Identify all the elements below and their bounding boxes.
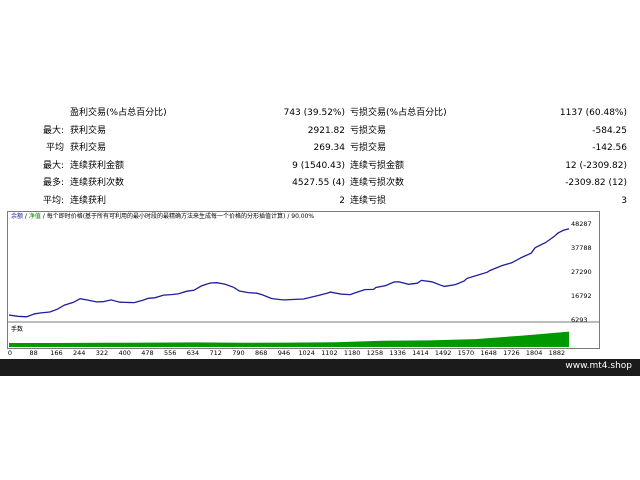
y-tick-label: 16792 — [571, 291, 592, 300]
stat-value: -142.56 — [592, 143, 627, 153]
x-tick-label: 478 — [141, 349, 154, 357]
stat-label: 连续获利次数 — [70, 178, 125, 188]
x-tick-label: 1414 — [412, 349, 429, 357]
x-axis: 0 88 166 244 322 400 478 556 634 712 790 868 946 1024… — [7, 347, 598, 359]
y-tick-label: 37788 — [571, 244, 592, 252]
stat-label: 连续亏损金额 — [350, 160, 405, 171]
x-tick-label: 790 — [232, 349, 245, 357]
x-tick-label: 244 — [72, 349, 86, 357]
chart-plot-area — [8, 228, 599, 347]
x-tick-label: 1492 — [434, 349, 452, 357]
x-tick-label: 0 — [7, 349, 13, 357]
watermark-bar: www.mt4.shop — [0, 359, 640, 376]
stat-value: 3 — [621, 195, 627, 206]
stat-label: 连续获利 — [70, 195, 107, 206]
x-tick-label: 946 — [277, 349, 291, 357]
balance-line — [8, 228, 570, 318]
stat-label: 连续亏损 — [350, 195, 387, 206]
stat-label: 盈利交易(%占总百分比) — [70, 108, 167, 118]
stat-label-prefix: 平均 — [45, 143, 64, 153]
stats-row: 最大: 连续获利金额 9 (1540.43) 连续亏损金额 12 (-2309.82) — [0, 157, 640, 175]
x-tick-label: 1648 — [480, 349, 497, 357]
stat-label-prefix: 最大: — [42, 160, 64, 171]
x-tick-label: 1570 — [457, 349, 475, 357]
stat-label-prefix: 最多: — [42, 178, 64, 188]
x-tick-label: 1804 — [525, 349, 543, 357]
stat-label: 获利交易 — [70, 125, 107, 136]
stat-label: 亏损交易 — [350, 125, 387, 136]
watermark-text: www.mt4.shop — [565, 361, 632, 371]
stat-label: 获利交易 — [70, 143, 107, 153]
legend-balance: 余额 — [11, 213, 24, 220]
x-tick-label: 88 — [29, 349, 38, 357]
stat-label: 亏损交易 — [350, 143, 387, 153]
stat-value: -584.25 — [592, 125, 627, 136]
stats-panel: 盈利交易(%占总百分比) 743 (39.52%) 亏损交易(%占总百分比) 1137… — [0, 104, 640, 209]
stat-label-prefix: 平均: — [42, 195, 64, 206]
legend-modelling-quality: 90.00% — [291, 213, 315, 220]
x-tick-label: 1024 — [298, 349, 315, 357]
chart-legend: 余额 / 净值 / 每个即时价格(基于所有可利用的最小时段的最精确方法来生成每一… — [11, 213, 314, 221]
y-tick-label: 48287 — [571, 220, 592, 228]
legend-separator: / — [40, 213, 47, 220]
x-tick-label: 868 — [254, 349, 268, 357]
stat-value: 2 — [339, 195, 345, 206]
x-tick-label: 1882 — [548, 349, 566, 357]
stat-value: 743 (39.52%) — [283, 108, 345, 118]
stats-row: 盈利交易(%占总百分比) 743 (39.52%) 亏损交易(%占总百分比) 1137… — [0, 104, 640, 122]
balance-chart: 余额 / 净值 / 每个即时价格(基于所有可利用的最小时段的最精确方法来生成每一… — [7, 211, 600, 349]
stat-label: 连续亏损次数 — [350, 178, 405, 188]
legend-model-description: 每个即时价格(基于所有可利用的最小时段的最精确方法来生成每一个价格的分形插值计算… — [46, 213, 286, 220]
stat-value: 12 (-2309.82) — [565, 160, 627, 171]
volume-area — [9, 331, 569, 347]
legend-separator: / — [285, 213, 292, 220]
stat-value: 1137 (60.48%) — [559, 108, 627, 118]
stats-row: 平均 获利交易 269.34 亏损交易 -142.56 — [0, 139, 640, 157]
stat-value: 2921.82 — [307, 125, 345, 136]
x-tick-label: 1726 — [503, 349, 520, 357]
stats-row: 最多: 连续获利次数 4527.55 (4) 连续亏损次数 -2309.82 (12) — [0, 174, 640, 192]
y-tick-label: 6293 — [571, 316, 588, 324]
stat-value: 4527.55 (4) — [292, 178, 345, 188]
x-tick-label: 400 — [118, 349, 131, 357]
stat-label-prefix: 最大: — [42, 125, 64, 136]
x-tick-label: 322 — [95, 349, 109, 357]
stat-value: 9 (1540.43) — [292, 160, 345, 171]
stat-label: 亏损交易(%占总百分比) — [350, 108, 447, 118]
x-tick-label: 1336 — [389, 349, 406, 357]
y-tick-label: 27290 — [571, 268, 592, 276]
x-tick-label: 1258 — [366, 349, 384, 357]
x-tick-label: 556 — [163, 349, 177, 357]
x-tick-label: 712 — [209, 349, 222, 357]
x-tick-label: 1102 — [321, 349, 338, 357]
x-tick-label: 166 — [50, 349, 63, 357]
stats-row: 最大: 获利交易 2921.82 亏损交易 -584.25 — [0, 122, 640, 140]
stats-row: 平均: 连续获利 2 连续亏损 3 — [0, 192, 640, 210]
stat-value: -2309.82 (12) — [565, 178, 627, 188]
x-tick-label: 1180 — [343, 349, 361, 357]
x-tick-label: 634 — [186, 349, 200, 357]
legend-equity: 净值 — [28, 213, 41, 220]
stat-label: 连续获利金额 — [70, 160, 125, 171]
legend-separator: / — [23, 213, 29, 220]
volume-label: 手数 — [11, 326, 24, 333]
stat-value: 269.34 — [313, 143, 346, 153]
